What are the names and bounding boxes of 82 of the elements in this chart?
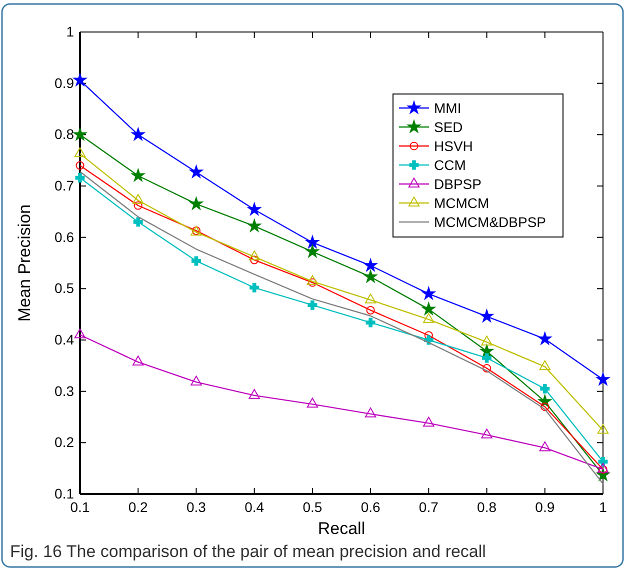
point [308,300,318,310]
x-tick-label: 0.3 [186,498,206,515]
legend-label: MCMCM [434,195,490,211]
x-tick-label: 0.2 [128,498,148,515]
x-tick-label: 1 [599,498,608,515]
point [481,336,492,346]
point [364,270,378,282]
point [597,462,609,473]
y-tick-label: 0.9 [54,74,74,91]
point [248,389,260,399]
point [248,219,261,232]
y-tick-label: 0.4 [54,331,74,348]
point [423,416,434,427]
point [308,278,317,287]
point [306,236,319,248]
y-tick-label: 1 [66,23,74,40]
point [364,408,376,418]
point [74,328,86,338]
legend-label: MCMCM&DBPSP [434,214,546,230]
x-tick-label: 0.9 [535,498,555,515]
legend-label: HSVH [434,138,473,154]
point [306,244,319,258]
y-tick-label: 0.3 [54,382,74,399]
x-tick-label: 0.8 [477,498,497,515]
point [366,306,375,315]
point [76,161,84,170]
caption: Fig. 16 The comparison of the pair of mean precision and recall [10,542,486,561]
point [191,256,201,266]
x-tick-label: 0.6 [360,498,380,515]
y-tick-label: 0.2 [54,434,74,450]
point [597,424,609,434]
point [134,201,142,210]
point [250,256,259,264]
point [250,282,260,292]
point [422,302,436,315]
point [75,173,85,183]
point [366,318,376,328]
point [190,376,202,386]
y-tick-label: 0.1 [54,485,74,502]
point [423,313,434,323]
y-axis-title: Mean Precision [15,204,34,322]
point [74,147,86,158]
point [73,73,87,86]
point [598,465,608,474]
x-tick-label: 0.4 [244,498,264,515]
y-tick-label: 0.5 [54,280,74,296]
point [596,372,610,386]
y-tick-label: 0.8 [54,126,74,142]
point [248,250,260,260]
point [73,128,87,140]
point [132,194,144,204]
point [190,165,203,178]
point [364,294,376,304]
point [539,360,550,370]
point [248,202,261,216]
point [133,217,143,227]
point [540,402,550,412]
legend-label: CCM [434,157,466,173]
y-tick-label: 0.7 [54,177,74,194]
point [482,353,492,363]
legend-label: DBPSP [434,176,482,192]
y-tick-label: 0.6 [54,228,74,245]
point [539,441,550,452]
point [132,356,144,366]
point [482,364,492,373]
x-axis-title: Recall [318,519,366,538]
x-tick-label: 0.5 [302,498,322,515]
point [190,197,203,210]
point [538,332,552,345]
point [306,275,318,285]
point [132,128,145,140]
x-tick-label: 0.1 [70,498,90,515]
point [480,310,494,322]
legend-label: SED [434,119,463,135]
point [306,398,318,408]
point [540,384,550,394]
legend-label: MMI [434,100,462,116]
point [422,286,436,300]
x-tick-label: 0.7 [418,498,439,515]
point [481,428,492,438]
point [364,258,378,272]
point [132,168,145,182]
